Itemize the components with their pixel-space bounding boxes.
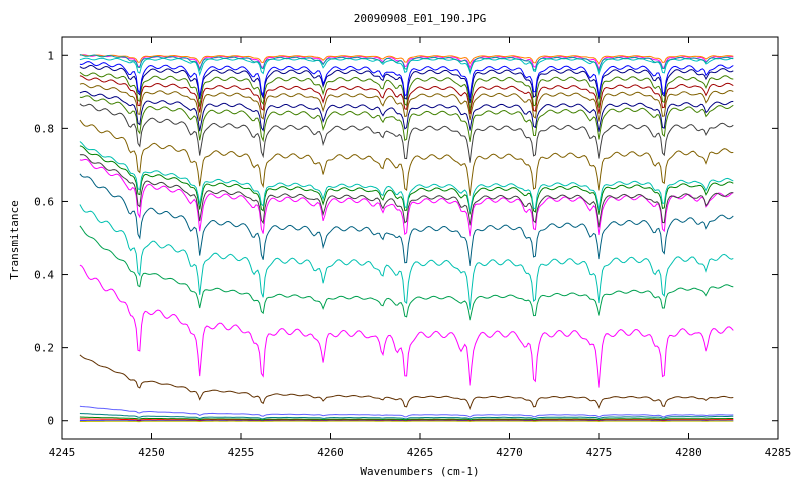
x-tick-label: 4270 — [496, 446, 523, 459]
y-axis-ticks: 0 0.2 0.4 0.6 0.8 1 — [34, 49, 778, 428]
y-tick-label: 0.8 — [34, 122, 54, 135]
spectrum-line — [79, 413, 734, 420]
plot-frame — [61, 36, 779, 440]
spectrum-line — [79, 54, 734, 65]
spectrum-line — [79, 145, 734, 215]
y-axis-label: Transmitance — [8, 200, 21, 279]
spectrum-line — [79, 64, 734, 104]
spectrum-line — [79, 154, 734, 228]
spectrum-line — [79, 420, 734, 423]
spectrum-line — [79, 90, 734, 132]
spectrum-line — [79, 264, 734, 388]
y-tick-label: 0.2 — [34, 342, 54, 355]
spectrum-line — [79, 95, 734, 143]
spectrum-line — [79, 54, 734, 71]
x-tick-label: 4260 — [317, 446, 344, 459]
spectrum-line — [79, 103, 734, 163]
spectrum-line — [79, 83, 734, 122]
y-tick-label: 0.4 — [34, 269, 54, 282]
spectrum-line — [79, 354, 734, 411]
y-tick-label: 1 — [47, 49, 54, 62]
x-tick-label: 4265 — [407, 446, 434, 459]
spectrum-line — [79, 71, 734, 111]
chart-title: 20090908_E01_190.JPG — [354, 12, 486, 25]
spectrum-line — [79, 54, 734, 74]
x-tick-label: 4245 — [49, 446, 76, 459]
spectrum-line — [79, 225, 734, 321]
spectrum-line — [79, 61, 734, 98]
spectrum-line — [79, 405, 734, 418]
y-tick-label: 0.6 — [34, 195, 54, 208]
spectrum-line — [79, 75, 734, 115]
spectrum-line — [79, 141, 734, 213]
spectra-series — [79, 54, 734, 423]
spectrum-line — [79, 204, 734, 310]
spectrum-line — [79, 158, 734, 237]
x-tick-label: 4285 — [765, 446, 792, 459]
spectrum-line — [79, 119, 734, 196]
x-tick-label: 4250 — [138, 446, 165, 459]
x-tick-label: 4280 — [675, 446, 702, 459]
x-tick-label: 4275 — [586, 446, 613, 459]
x-axis-label: Wavenumbers (cm-1) — [360, 465, 479, 478]
spectrum-line — [79, 416, 734, 421]
y-tick-label: 0 — [47, 415, 54, 428]
x-axis-ticks: 4245 4250 4255 4260 4265 4270 4275 4280 4285 — [49, 37, 792, 459]
spectrum-line — [79, 173, 734, 266]
x-tick-label: 4255 — [228, 446, 255, 459]
